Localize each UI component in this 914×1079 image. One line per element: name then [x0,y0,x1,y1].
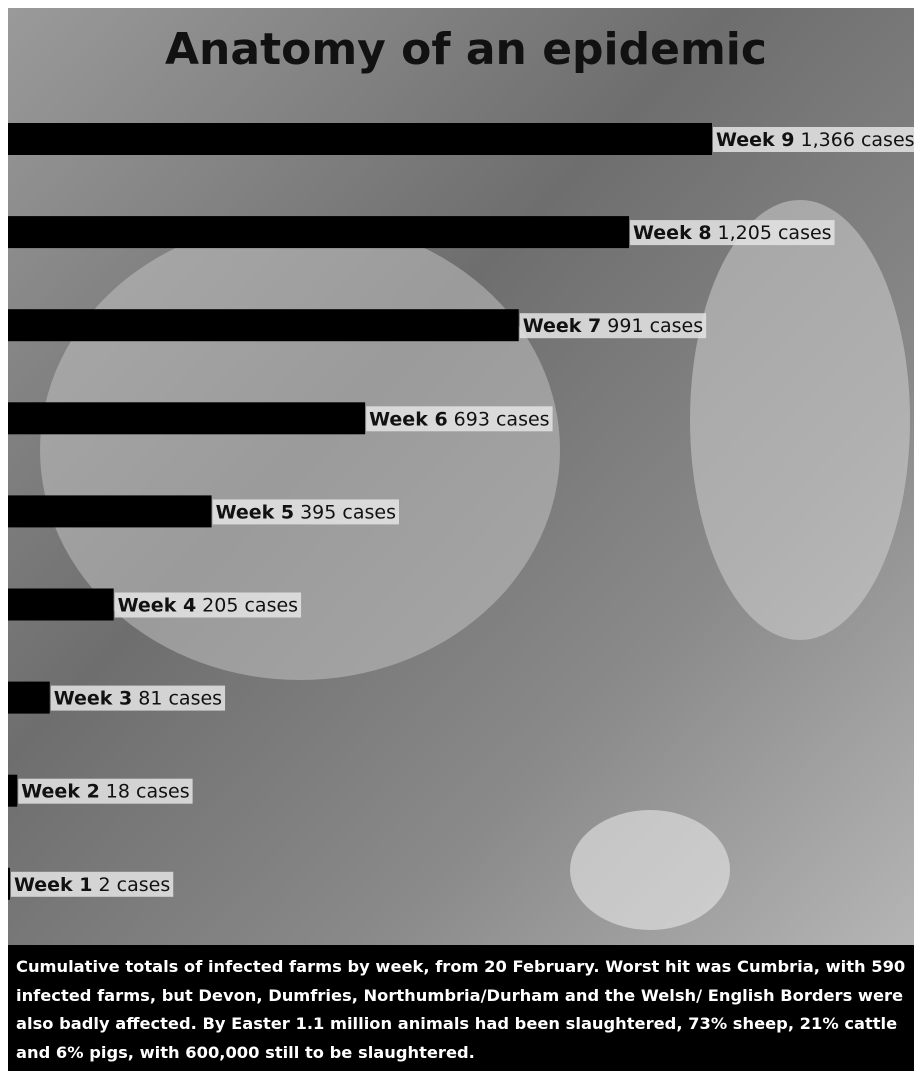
label-background [212,499,399,525]
photo-shape [690,200,910,640]
label-text: Week 5 395 cases [216,501,396,523]
bar [8,681,50,714]
value-label: 693 cases [454,408,550,430]
bar-label: Week 5 395 cases [212,499,399,525]
label-background [50,685,226,711]
value-label: 81 cases [138,687,222,709]
label-text: Week 2 18 cases [21,780,189,802]
label-text: Week 1 2 cases [14,873,170,895]
label-background [11,871,174,897]
value-label: 1,366 cases [801,129,914,151]
bar [8,588,114,621]
label-background [18,778,193,804]
value-label: 18 cases [106,780,190,802]
bar-label: Week 4 205 cases [114,592,302,618]
bar [8,774,18,807]
label-text: Week 9 1,366 cases [716,129,914,151]
chart-title: Anatomy of an epidemic [165,24,767,75]
category-label: Week 7 [523,315,602,337]
category-label: Week 8 [633,222,712,244]
category-label: Week 5 [216,501,295,523]
photo-shape [570,810,730,930]
label-background [713,127,914,152]
label-text: Week 4 205 cases [118,594,298,616]
category-label: Week 2 [21,780,100,802]
bar [8,216,630,249]
label-background [519,313,707,339]
label-text: Week 6 693 cases [369,408,549,430]
category-label: Week 9 [716,129,795,151]
bar-label: Week 1 2 cases [11,871,174,897]
chart: Anatomy of an epidemic Week 9 1,366 cases… [8,8,914,945]
value-label: 205 cases [202,594,298,616]
bar [8,867,10,900]
bar-label: Week 3 81 cases [50,685,226,711]
category-label: Week 1 [14,873,93,895]
bar [8,309,519,342]
label-background [630,220,835,246]
bar-label: Week 7 991 cases [519,313,707,339]
bar [8,123,712,155]
label-background [114,592,302,618]
label-text: Week 7 991 cases [523,315,703,337]
value-label: 1,205 cases [718,222,832,244]
category-label: Week 3 [54,687,133,709]
bar-label: Week 9 1,366 cases [713,127,914,152]
caption: Cumulative totals of infected farms by w… [8,945,914,1071]
bar [8,402,366,435]
category-label: Week 4 [118,594,197,616]
value-label: 2 cases [99,873,171,895]
bar-label: Week 6 693 cases [366,406,553,432]
value-label: 395 cases [300,501,396,523]
category-label: Week 6 [369,408,448,430]
bar-label: Week 8 1,205 cases [630,220,835,246]
label-text: Week 3 81 cases [54,687,222,709]
value-label: 991 cases [607,315,703,337]
label-background [366,406,553,432]
bar [8,495,212,528]
bar-label: Week 2 18 cases [18,778,193,804]
label-text: Week 8 1,205 cases [633,222,832,244]
